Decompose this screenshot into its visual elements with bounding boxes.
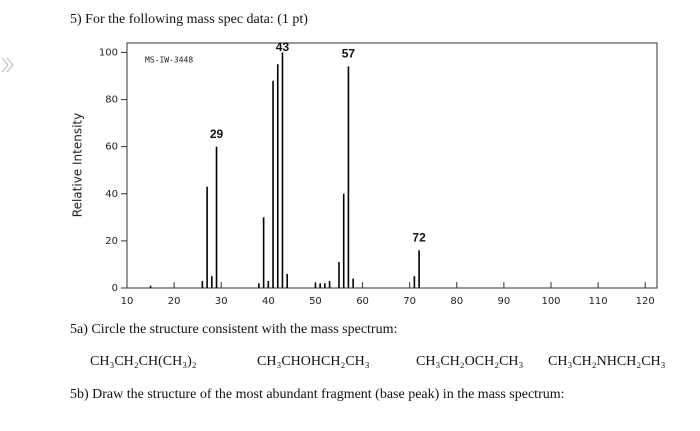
y-tick-label: 0 (112, 283, 118, 294)
y-tick-label: 60 (105, 142, 118, 153)
question: 5) For the following mass spec data: (1 … (70, 12, 308, 27)
y-tick-label: 80 (105, 95, 118, 106)
peak-label: 43 (276, 40, 290, 54)
side-arrow (1, 57, 14, 73)
x-tick-label: 30 (215, 296, 228, 307)
x-tick-label: 80 (450, 296, 463, 307)
option: CH₃CH₂OCH₂CH₃ (416, 354, 524, 369)
y-tick-label: 40 (105, 189, 118, 200)
x-tick-label: 50 (309, 296, 322, 307)
x-tick-label: 90 (498, 296, 511, 307)
x-tick-label: 20 (168, 296, 181, 307)
part-a: 5a) Circle the structure consistent with… (70, 322, 397, 337)
option: CH₃CH₂NHCH₂CH₃ (548, 354, 666, 369)
plot-frame (126, 42, 658, 289)
y-axis-label: Relative Intensity (71, 113, 85, 217)
option: CH₃CH₂CH(CH₃)₂ (90, 354, 197, 369)
peak-label: 72 (412, 230, 426, 244)
peak-label: 29 (210, 127, 224, 141)
x-tick-label: 110 (589, 296, 608, 307)
x-tick-label: 10 (121, 296, 134, 307)
x-tick-label: 120 (636, 296, 655, 307)
peak-label: 57 (342, 47, 356, 61)
x-tick-label: 40 (262, 296, 275, 307)
annotation: MS-IW-3448 (145, 56, 193, 65)
y-tick-label: 20 (105, 236, 118, 247)
x-tick-label: 100 (541, 296, 560, 307)
y-tick-label: 100 (99, 47, 118, 58)
x-tick-label: 60 (356, 296, 369, 307)
option: CH₃CHOHCH₂CH₃ (257, 354, 370, 369)
part-b: 5b) Draw the structure of the most abund… (70, 387, 565, 402)
x-tick-label: 70 (403, 296, 416, 307)
